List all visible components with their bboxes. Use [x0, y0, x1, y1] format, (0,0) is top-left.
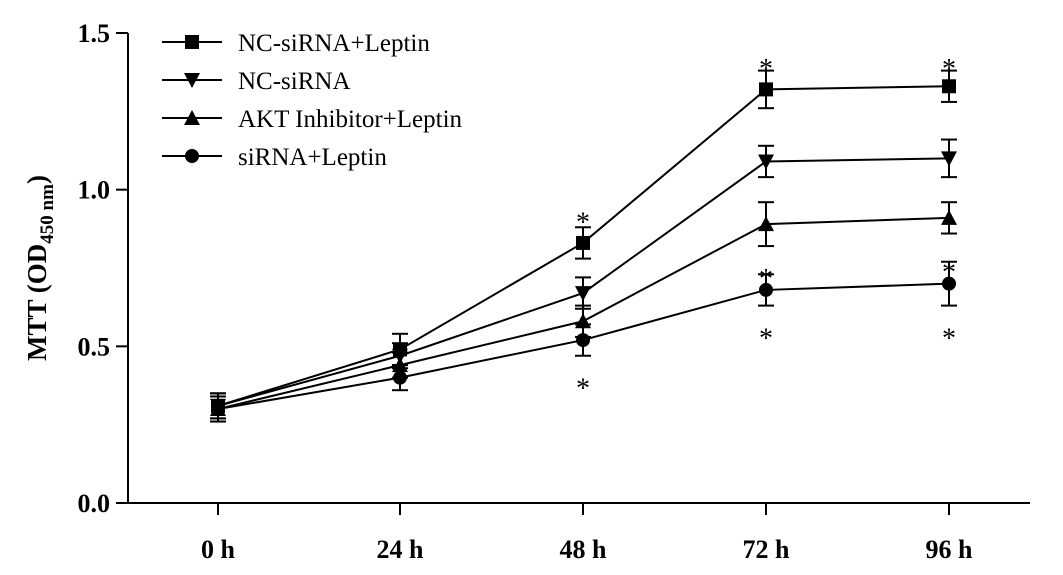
data-point [758, 216, 774, 232]
significance-star: * [759, 264, 773, 295]
y-tick-label: 0.5 [78, 332, 111, 361]
legend-item: AKT Inhibitor+Leptin [162, 106, 463, 133]
legend-label: NC-siRNA [238, 68, 351, 95]
legend-marker [185, 149, 199, 163]
axes: 0.0 0.5 1.0 1.5 0 h 24 h 48 h 72 h 96 h [78, 19, 1030, 564]
x-tick-label: 48 h [560, 535, 608, 564]
legend-item: NC-siRNA [162, 68, 351, 95]
data-point [758, 154, 774, 170]
legend-label: siRNA+Leptin [238, 144, 387, 171]
legend-item: siRNA+Leptin [162, 144, 387, 171]
data-point [393, 370, 407, 385]
legend-marker [185, 35, 199, 49]
series-layer [210, 69, 957, 423]
x-tick-label: 96 h [926, 535, 974, 564]
y-tick-label: 1.0 [78, 176, 111, 205]
legend-marker [184, 73, 200, 88]
significance-star: * [576, 374, 590, 405]
significance-star: * [942, 54, 956, 85]
data-point [576, 235, 590, 250]
data-point [942, 276, 956, 291]
significance-star: * [576, 208, 590, 239]
significance-star: * [942, 324, 956, 355]
data-point [759, 282, 773, 297]
x-tick-label: 0 h [201, 535, 236, 564]
x-tick-label: 24 h [377, 535, 425, 564]
data-point [211, 402, 225, 416]
y-axis-title: MTT (OD450 nm) [22, 175, 58, 361]
y-tick-label: 1.5 [78, 19, 111, 48]
legend: NC-siRNA+Leptin NC-siRNA AKT Inhibitor+Lep… [162, 30, 463, 171]
legend-item: NC-siRNA+Leptin [162, 30, 430, 57]
annotation-layer: * * * * * * * * [576, 54, 956, 405]
data-point [942, 79, 956, 94]
legend-label: NC-siRNA+Leptin [238, 30, 430, 57]
series-4 [210, 260, 957, 423]
data-point [941, 209, 957, 225]
legend-label: AKT Inhibitor+Leptin [238, 106, 463, 133]
legend-marker [184, 110, 200, 125]
data-point [576, 333, 590, 348]
x-tick-label: 72 h [743, 535, 791, 564]
data-point [759, 82, 773, 97]
y-tick-label: 0.0 [78, 489, 111, 518]
y-axis-title-close: ) [22, 175, 52, 184]
y-axis-title-subscript: 450 nm [37, 184, 58, 244]
data-point [941, 151, 957, 167]
y-axis-title-main: MTT (OD [22, 244, 52, 361]
significance-star: * [942, 258, 956, 289]
data-point [575, 286, 591, 302]
significance-star: * [759, 324, 773, 355]
significance-star: * [759, 54, 773, 85]
